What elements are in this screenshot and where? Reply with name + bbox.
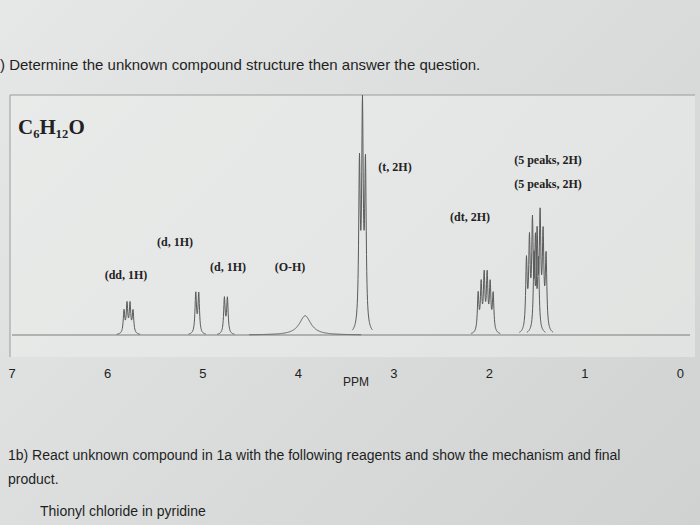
instruction: ) Determine the unknown compound structu… <box>0 56 480 73</box>
question-line: product. <box>8 471 59 487</box>
peak <box>189 292 206 334</box>
peak <box>217 297 234 335</box>
peaks <box>117 95 553 335</box>
peak-label: (O-H) <box>275 260 306 274</box>
peak <box>117 301 140 334</box>
x-tick-label: 4 <box>295 366 302 381</box>
peak-label: (d, 1H) <box>157 235 193 249</box>
x-tick-label: 7 <box>8 366 15 381</box>
x-axis-label: PPM <box>343 375 369 389</box>
chart-panel <box>10 95 695 357</box>
peak <box>471 270 500 333</box>
frame-left <box>10 95 11 357</box>
x-tick-label: 5 <box>199 366 206 381</box>
peak-label: (dd, 1H) <box>105 268 148 282</box>
x-tick-label: 6 <box>104 366 111 381</box>
reagent: Thionyl chloride in pyridine <box>40 503 206 519</box>
x-tick-label: 3 <box>390 366 397 381</box>
peak-label: (t, 2H) <box>378 160 411 174</box>
formula: C₆H₁₂O <box>18 115 85 139</box>
peak-label: (5 peaks, 2H) <box>514 177 582 191</box>
page: ) Determine the unknown compound structu… <box>0 0 700 525</box>
peak-label: (5 peaks, 2H) <box>514 153 582 167</box>
frame-top <box>10 95 695 96</box>
question-line: 1b) React unknown compound in 1a with th… <box>8 447 620 463</box>
peak-label: (dt, 2H) <box>450 210 490 224</box>
x-tick-label: 0 <box>677 366 684 381</box>
peak <box>249 316 361 335</box>
peak <box>352 95 372 330</box>
x-tick-label: 1 <box>581 366 588 381</box>
peak-label: (d, 1H) <box>210 260 246 274</box>
peak <box>527 208 553 332</box>
x-tick-label: 2 <box>486 366 493 381</box>
